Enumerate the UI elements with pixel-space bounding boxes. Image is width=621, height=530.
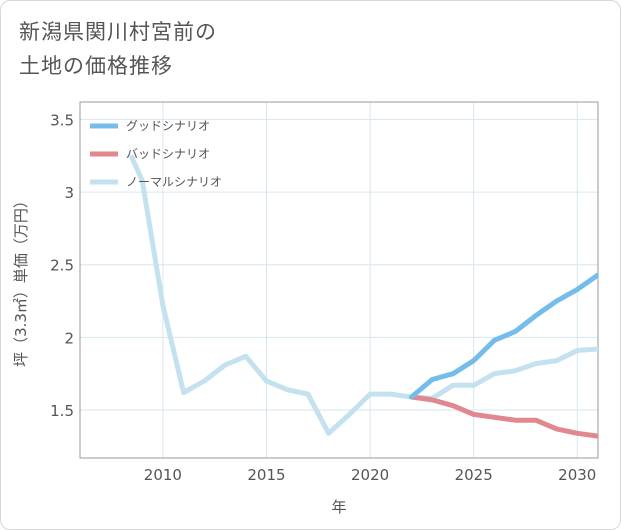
series-layer — [129, 154, 598, 439]
grid-lines — [80, 102, 598, 458]
legend-label: ノーマルシナリオ — [126, 175, 222, 189]
legend-label: バッドシナリオ — [126, 147, 210, 161]
series-line-3 — [129, 154, 598, 436]
y-tick-label: 2 — [64, 329, 74, 347]
x-axis-title: 年 — [331, 498, 346, 516]
y-tick-label: 2.5 — [50, 257, 74, 275]
chart-title: 新潟県関川村宮前の 土地の価格推移 — [19, 15, 217, 83]
chart-title-line-2: 土地の価格推移 — [19, 54, 173, 78]
x-tick-label: 2030 — [558, 466, 596, 484]
series-line-1 — [409, 272, 598, 400]
y-tick-label: 1.5 — [50, 402, 74, 420]
chart-title-line-1: 新潟県関川村宮前の — [19, 20, 217, 44]
x-tick-label: 2025 — [455, 466, 493, 484]
plot-area — [79, 101, 599, 459]
y-tick-label: 3 — [64, 184, 74, 202]
series-line-2 — [409, 394, 598, 439]
x-axis-ticks: 2010 2015 2020 2025 2030 — [144, 466, 597, 484]
x-tick-label: 2010 — [144, 466, 182, 484]
y-tick-label: 3.5 — [50, 111, 74, 129]
y-axis-ticks: 1.5 2 2.5 3 3.5 — [50, 111, 74, 420]
legend-label: グッドシナリオ — [126, 119, 210, 133]
x-tick-label: 2020 — [351, 466, 389, 484]
x-tick-label: 2015 — [247, 466, 285, 484]
y-axis-title: 坪（3.3㎡）単価（万円） — [12, 193, 30, 367]
